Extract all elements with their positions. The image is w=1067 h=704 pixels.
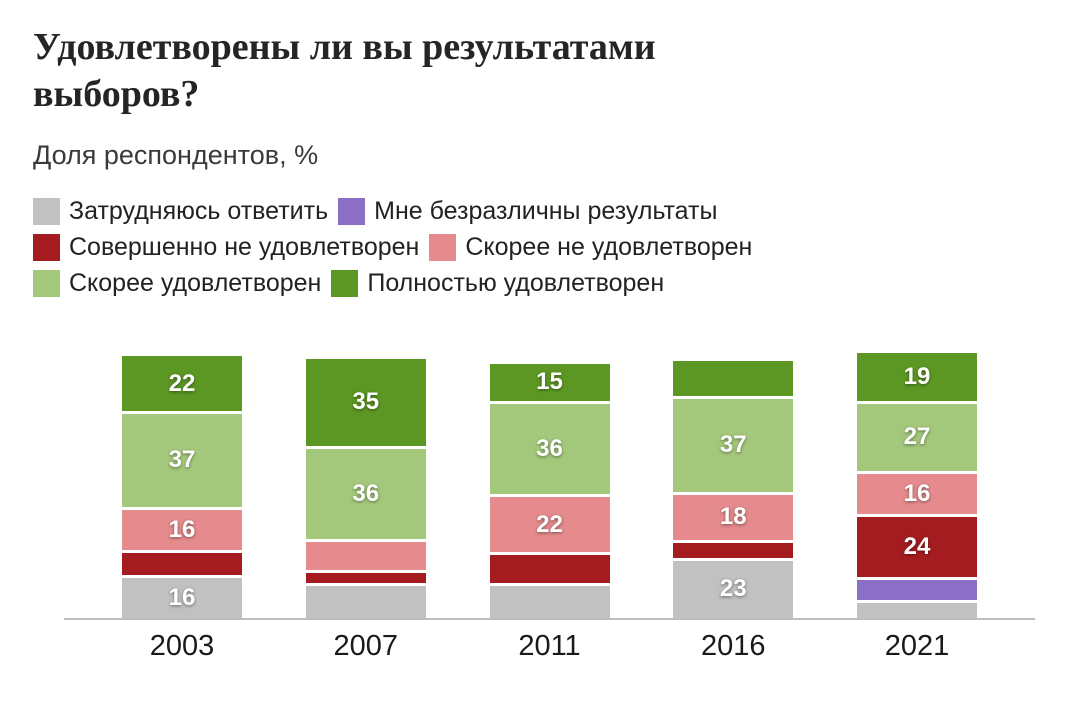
bar-segment: 37 <box>673 399 794 492</box>
segment-value-label: 16 <box>168 515 196 543</box>
bar-segment <box>489 555 610 583</box>
legend-item: Полностью удовлетворен <box>331 269 664 298</box>
segment-value-label: 36 <box>352 480 380 508</box>
segment-value-label: 22 <box>536 510 563 538</box>
legend-label: Полностью удовлетворен <box>367 269 665 298</box>
page-title-line1: Удовлетворены ли вы результатами <box>33 26 656 68</box>
legend-label: Скорее не удовлетворен <box>465 233 753 262</box>
bar-segment: 22 <box>489 497 610 553</box>
legend-item: Скорее не удовлетворен <box>429 233 752 262</box>
x-axis-label-2016: 2016 <box>700 630 766 663</box>
segment-value-label: 22 <box>168 369 196 397</box>
segment-value-label: 15 <box>536 368 563 396</box>
bar-segment: 19 <box>857 353 977 401</box>
bar-segment: 16 <box>857 474 977 515</box>
page-root: Удовлетворены ли вы результатами выборов… <box>33 24 1037 663</box>
bar-2007: 36 35 <box>305 356 426 619</box>
bar-segment: 23 <box>673 560 794 619</box>
bar-segment: 36 <box>305 449 426 540</box>
bar-2021: 24 16 27 19 <box>857 350 977 619</box>
legend-item: Мне безразличны результаты <box>338 197 717 226</box>
bar-segment: 37 <box>122 414 242 507</box>
legend-label: Затрудняюсь ответить <box>69 197 329 226</box>
plot-area: 16 16 37 22 36 35 22 36 15 23 18 37 24 16 27 19 <box>64 350 1035 621</box>
segment-value-label: 24 <box>903 533 931 561</box>
segment-value-label: 35 <box>352 388 380 416</box>
legend-swatch-icon <box>33 198 60 226</box>
bar-segment: 36 <box>489 404 610 495</box>
x-axis-label-2007: 2007 <box>333 630 398 663</box>
segment-value-label: 18 <box>719 503 747 531</box>
segment-value-label: 19 <box>903 362 931 390</box>
segment-value-label: 37 <box>168 446 196 474</box>
bar-segment <box>673 361 794 397</box>
bar-segment <box>489 585 610 619</box>
legend-label: Мне безразличны результаты <box>374 197 718 226</box>
segment-value-label: 16 <box>903 480 931 508</box>
bar-segment <box>305 542 426 570</box>
bar-segment: 18 <box>673 494 794 540</box>
legend-swatch-icon <box>429 234 457 262</box>
legend-item: Совершенно не удовлетворен <box>33 233 419 262</box>
segment-value-label: 36 <box>536 435 563 463</box>
stacked-bar-chart: 16 16 37 22 36 35 22 36 15 23 18 37 24 16 27 19 2003 200… <box>64 352 1035 663</box>
segment-value-label: 16 <box>168 584 196 612</box>
legend: Затрудняюсь ответить Мне безразличны резу… <box>33 197 1037 298</box>
x-axis-label-2021: 2021 <box>884 630 950 663</box>
legend-swatch-icon <box>33 270 60 298</box>
x-axis-label-2011: 2011 <box>518 630 581 663</box>
bar-segment: 16 <box>122 578 242 619</box>
legend-row: Скорее удовлетворен Полностью удовлетворе… <box>33 269 1037 298</box>
bar-segment <box>857 603 977 619</box>
legend-item: Затрудняюсь ответить <box>33 197 328 226</box>
legend-swatch-icon <box>331 270 359 298</box>
legend-item: Скорее удовлетворен <box>33 269 321 298</box>
bar-segment <box>673 542 794 558</box>
bar-segment: 27 <box>857 403 977 472</box>
bar-segment: 15 <box>489 363 610 402</box>
page-title-line2: выборов? <box>33 73 200 116</box>
legend-swatch-icon <box>33 234 60 262</box>
bar-2003: 16 16 37 22 <box>122 353 242 619</box>
segment-value-label: 27 <box>903 423 931 451</box>
segment-value-label: 23 <box>719 575 747 603</box>
bar-2016: 23 18 37 <box>673 358 794 619</box>
bar-segment: 24 <box>857 517 977 578</box>
bar-segment <box>305 585 426 619</box>
legend-swatch-icon <box>338 198 366 226</box>
x-axis-labels: 2003 2007 2011 2016 2021 <box>64 630 1035 663</box>
page-title: Удовлетворены ли вы результатами выборов… <box>33 24 1037 118</box>
segment-value-label: 37 <box>719 431 747 459</box>
bar-segment <box>122 552 242 576</box>
bar-segment: 22 <box>122 356 242 412</box>
bar-segment <box>857 580 977 601</box>
bar-2011: 22 36 15 <box>489 361 610 619</box>
bar-segment: 16 <box>122 509 242 550</box>
legend-row: Затрудняюсь ответить Мне безразличны резу… <box>33 197 1037 226</box>
bar-segment <box>305 572 426 583</box>
legend-label: Совершенно не удовлетворен <box>69 233 420 262</box>
bar-segment: 35 <box>305 358 426 447</box>
chart-subtitle: Доля респондентов, % <box>33 140 319 171</box>
legend-row: Совершенно не удовлетворен Скорее не удов… <box>33 233 1037 262</box>
x-axis-label-2003: 2003 <box>149 630 215 663</box>
legend-label: Скорее удовлетворен <box>69 269 322 298</box>
